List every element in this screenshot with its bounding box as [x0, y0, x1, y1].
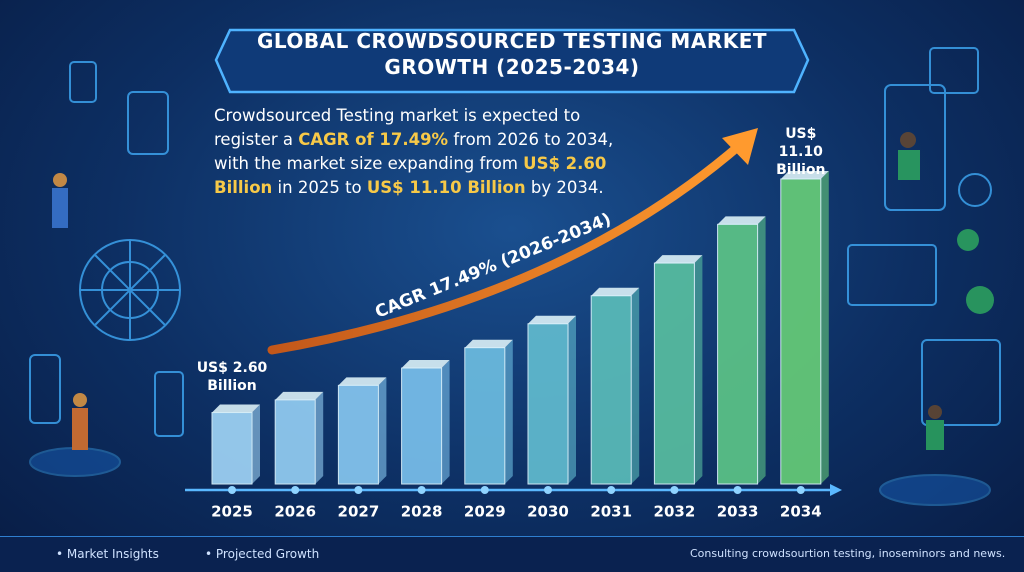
bar-top [401, 360, 450, 369]
bar [401, 367, 443, 485]
x-tick-label: 2026 [274, 503, 316, 521]
timeline-dot [733, 486, 742, 494]
footer-text: Projected Growth [215, 547, 320, 561]
x-tick-label: 2032 [654, 503, 696, 521]
timeline-dot [544, 486, 552, 494]
timeline-dot [354, 486, 363, 494]
bar-side [568, 315, 576, 484]
bar-top [464, 339, 513, 348]
bar-top [212, 404, 260, 413]
description-highlight: CAGR of 17.49% [298, 130, 449, 149]
bar-top [717, 216, 766, 225]
bar-top [654, 255, 703, 264]
footer-text: Consulting crowdsourtion testing, inosem… [690, 547, 1006, 560]
chart-title: GLOBAL CROWDSOURCED TESTING MARKET GROWT… [256, 29, 768, 79]
description-text: Crowdsourced Testing market is expected … [214, 106, 581, 149]
bar [527, 323, 569, 485]
description-highlight: US$ 11.10 Billion [366, 178, 526, 197]
bar [717, 223, 759, 485]
description-text: by 2034. [525, 178, 604, 197]
bar-side [631, 287, 640, 484]
x-tick-label: 2034 [780, 503, 822, 521]
bar [211, 412, 253, 485]
value-label: US$ 2.60 Billion [196, 359, 268, 394]
bar-side [504, 339, 513, 484]
bar-top [780, 171, 829, 179]
x-tick-label: 2031 [590, 503, 632, 521]
x-tick-label: 2025 [211, 503, 253, 521]
x-tick-label: 2033 [717, 503, 759, 521]
description: Crowdsourced Testing market is expected … [214, 104, 634, 200]
bar [274, 399, 316, 485]
footer-text: Market Insights [66, 547, 159, 561]
bar-top [528, 315, 576, 324]
growth-arrow [267, 140, 745, 355]
footer-item: • Projected Growth [205, 547, 320, 561]
timeline-dot [417, 486, 426, 494]
timeline-dot [796, 486, 805, 494]
description-text: from 2026 to 2034, with the market size … [214, 130, 614, 173]
bar-side [757, 216, 766, 485]
bar-side [252, 404, 260, 484]
timeline-arrow [830, 484, 842, 496]
x-tick-label: 2030 [527, 503, 569, 521]
footer: • Market Insights • Projected Growth Con… [0, 536, 1024, 572]
bar [464, 347, 506, 485]
bar-side [820, 171, 829, 484]
x-tick-label: 2027 [338, 503, 380, 521]
bar-top [591, 287, 640, 296]
title-banner [214, 28, 810, 94]
bar-top [275, 391, 324, 400]
bar [653, 262, 695, 485]
timeline-dot [480, 486, 489, 494]
left-illustration [29, 61, 184, 477]
bar-side [378, 377, 387, 484]
bar-side [315, 391, 324, 484]
footer-item: • Market Insights [56, 547, 159, 561]
bar [780, 178, 822, 485]
arrow-head [722, 128, 758, 165]
timeline-dot [291, 486, 300, 494]
bar-top [338, 377, 387, 386]
cagr-annotation: CAGR 17.49% (2026-2034) [372, 209, 614, 322]
right-illustration [847, 47, 1001, 506]
description-text: in 2025 to [272, 178, 367, 197]
timeline-dot [228, 486, 236, 494]
timeline-dot [670, 486, 679, 494]
bar [337, 384, 379, 485]
description-highlight: US$ 2.60 Billion [214, 154, 607, 197]
bar-side [694, 255, 703, 484]
value-label: US$ 11.10 Billion [776, 126, 826, 178]
timeline-dot [607, 486, 616, 494]
bar-side [441, 360, 450, 484]
x-tick-label: 2029 [464, 503, 506, 521]
bar [590, 295, 632, 485]
x-tick-label: 2028 [401, 503, 443, 521]
